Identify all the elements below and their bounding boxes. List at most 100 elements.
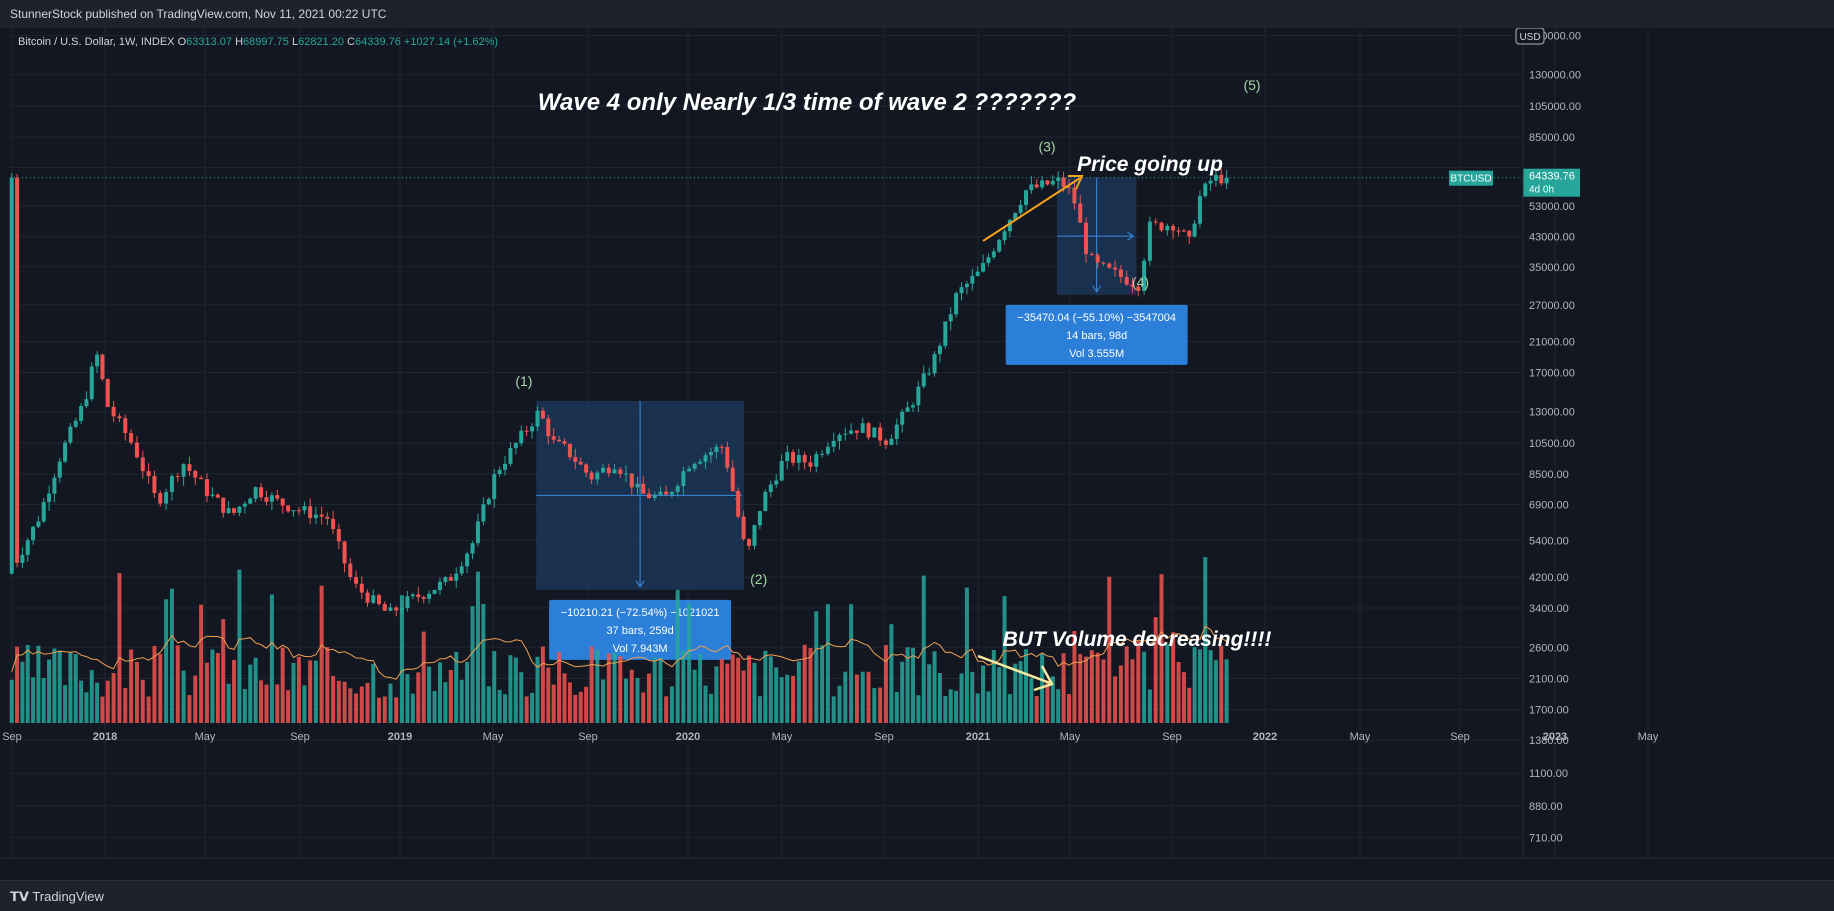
candle-body <box>584 464 589 473</box>
volume-bar <box>791 675 796 723</box>
candle-body <box>432 590 437 594</box>
volume-bar <box>342 681 347 723</box>
tradingview-logo: 𝗧𝗩 TradingView <box>10 889 104 905</box>
volume-bar <box>410 693 415 723</box>
candle-body <box>814 454 819 467</box>
volume-bar <box>1219 645 1224 723</box>
volume-bar <box>730 654 735 723</box>
volume-bar <box>448 670 453 723</box>
candle-body <box>497 469 502 475</box>
volume-bar <box>1118 665 1123 723</box>
volume-bar <box>825 604 830 723</box>
candle-body <box>123 418 128 434</box>
volume-bar <box>486 686 491 723</box>
candle-body <box>791 452 796 463</box>
candle-body <box>1089 254 1094 256</box>
candle-body <box>354 577 359 584</box>
price-axis-tick: 13000.00 <box>1529 407 1575 419</box>
candle-body <box>698 461 703 464</box>
volume-bar <box>1124 646 1129 723</box>
candle-body <box>557 439 562 442</box>
volume-bar <box>757 696 762 723</box>
price-axis-tick: 3400.00 <box>1529 603 1569 615</box>
volume-bar <box>68 651 73 723</box>
price-axis-tick: 130000.00 <box>1529 70 1581 82</box>
volume-bar <box>57 650 62 723</box>
candle-body <box>948 314 953 322</box>
measure-arrow-down <box>635 580 645 588</box>
volume-bar <box>226 683 231 723</box>
volume-bar <box>286 690 291 723</box>
price-axis-tick: 1700.00 <box>1529 704 1569 716</box>
measure-label-volume: Vol 3.555M <box>1069 348 1124 360</box>
volume-bar <box>187 695 192 723</box>
candle-body <box>831 440 836 447</box>
volume-bar <box>883 645 888 723</box>
candle-body <box>1171 225 1176 231</box>
candle-body <box>889 438 894 445</box>
volume-bar <box>910 647 915 723</box>
candle-body <box>635 483 640 488</box>
candle-body <box>152 476 157 494</box>
candle-body <box>410 594 415 597</box>
candle-body <box>820 453 825 455</box>
candle-body <box>437 581 442 591</box>
candle-body <box>1061 177 1066 187</box>
volume-bar <box>820 645 825 723</box>
volume-ma-line <box>11 625 1227 680</box>
tv-logo-icon: 𝗧𝗩 <box>10 889 33 904</box>
candle-body <box>606 467 611 474</box>
volume-bar <box>763 650 768 723</box>
candle-body <box>612 469 617 474</box>
measure-label-volume: Vol 7.943M <box>613 643 668 655</box>
volume-bar <box>1061 653 1066 723</box>
volume-bar <box>117 573 122 723</box>
volume-bar <box>629 669 634 723</box>
price-axis-tick: 1100.00 <box>1529 768 1568 780</box>
volume-bar <box>664 696 669 723</box>
candle-body <box>454 573 459 581</box>
candle-body <box>1084 222 1089 255</box>
volume-bar <box>624 678 629 723</box>
candle-body <box>785 452 790 461</box>
candle-body <box>802 454 807 463</box>
candle-body <box>900 411 905 425</box>
candle-body <box>530 426 535 432</box>
symbol-tag <box>1449 170 1493 186</box>
volume-bar <box>1197 649 1202 723</box>
price-chart[interactable]: Bitcoin / U.S. Dollar, 1W, INDEX O63313.… <box>0 28 1834 880</box>
candle-body <box>905 407 910 412</box>
candle-body <box>325 516 330 519</box>
volume-bar <box>291 662 296 723</box>
currency-badge[interactable] <box>1515 28 1545 45</box>
candle-body <box>31 526 36 541</box>
volume-bar <box>371 663 376 723</box>
candle-body <box>1136 286 1141 291</box>
volume-bar <box>242 689 247 723</box>
candle-body <box>1176 230 1181 232</box>
volume-bar <box>377 697 382 723</box>
candle-body <box>796 454 801 463</box>
candle-body <box>359 583 364 593</box>
time-axis-tick: May <box>483 731 504 743</box>
volume-bar <box>47 659 52 723</box>
volume-bar <box>1089 650 1094 723</box>
candle-body <box>448 577 453 581</box>
volume-bar <box>269 594 274 723</box>
candle-body <box>725 446 730 468</box>
volume-bar <box>503 694 508 723</box>
volume-bar <box>768 656 773 723</box>
volume-bar <box>365 682 370 723</box>
candle-body <box>181 464 186 477</box>
volume-bar <box>1002 596 1007 723</box>
candle-body <box>1095 255 1100 263</box>
candle-body <box>280 498 285 506</box>
volume-bar <box>100 696 105 723</box>
candle-body <box>100 354 105 380</box>
volume-bar <box>1213 660 1218 723</box>
volume-bar <box>612 652 617 723</box>
last-price-tag <box>1523 168 1580 197</box>
volume-bar <box>492 651 497 723</box>
footer: 𝗧𝗩 TradingView <box>0 880 1834 911</box>
candle-body <box>365 592 370 603</box>
